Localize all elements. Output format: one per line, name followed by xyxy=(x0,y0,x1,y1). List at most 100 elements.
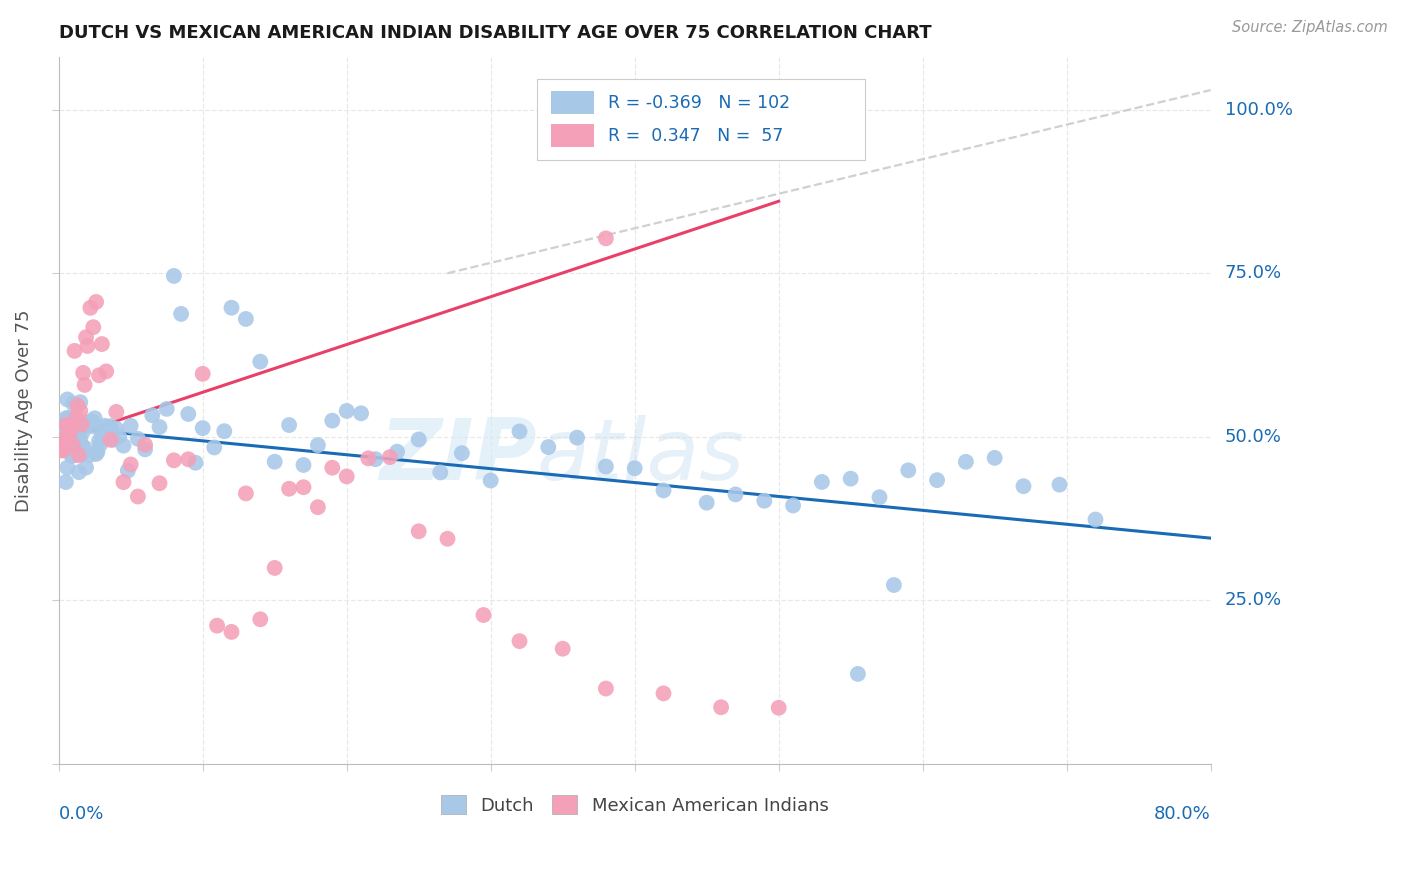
Point xyxy=(472,607,495,622)
Point xyxy=(1049,477,1071,491)
Point xyxy=(60,418,83,433)
Point xyxy=(72,424,94,438)
Point xyxy=(451,446,474,460)
Point xyxy=(112,475,135,490)
Point xyxy=(1084,512,1107,526)
Point xyxy=(100,419,122,434)
Point xyxy=(321,460,343,475)
Text: 75.0%: 75.0% xyxy=(1225,264,1282,282)
Point xyxy=(51,443,73,458)
Point xyxy=(52,428,75,442)
Point xyxy=(53,414,76,428)
Point xyxy=(51,418,73,433)
Point xyxy=(983,450,1005,465)
Point xyxy=(263,561,285,575)
Point xyxy=(76,416,98,430)
Point xyxy=(479,474,502,488)
Point xyxy=(436,532,458,546)
Point xyxy=(69,395,91,409)
Point xyxy=(134,438,156,452)
Point xyxy=(62,438,84,452)
Point xyxy=(782,499,804,513)
Point xyxy=(278,482,301,496)
Point xyxy=(184,456,207,470)
Point xyxy=(84,447,107,461)
Point xyxy=(58,410,80,425)
Text: 25.0%: 25.0% xyxy=(1225,591,1282,609)
Point xyxy=(623,461,645,475)
Text: R = -0.369   N = 102: R = -0.369 N = 102 xyxy=(609,94,790,112)
Point xyxy=(408,433,430,447)
Point xyxy=(56,432,79,446)
Point xyxy=(235,486,257,500)
Point xyxy=(59,443,82,458)
Point xyxy=(565,431,588,445)
Point xyxy=(235,312,257,326)
Point xyxy=(83,411,105,425)
Point xyxy=(177,452,200,467)
Point xyxy=(94,418,117,433)
Point xyxy=(191,421,214,435)
Point xyxy=(925,473,948,487)
Point xyxy=(869,490,891,504)
Text: Source: ZipAtlas.com: Source: ZipAtlas.com xyxy=(1232,20,1388,35)
FancyBboxPatch shape xyxy=(551,91,595,114)
Point xyxy=(163,268,186,283)
Point xyxy=(55,475,77,489)
Point xyxy=(82,320,104,334)
Point xyxy=(100,433,122,447)
Point xyxy=(77,417,100,432)
Point xyxy=(105,405,128,419)
Point xyxy=(63,418,86,433)
Point xyxy=(205,618,228,632)
Point xyxy=(134,442,156,457)
Point xyxy=(90,337,112,351)
Point xyxy=(62,449,84,463)
Point xyxy=(73,441,96,455)
Point xyxy=(249,612,271,626)
Point xyxy=(105,422,128,436)
Point xyxy=(108,429,131,443)
Point xyxy=(72,366,94,380)
Point xyxy=(221,624,243,639)
Point xyxy=(66,443,89,458)
Point xyxy=(156,401,179,416)
Point xyxy=(79,448,101,462)
Y-axis label: Disability Age Over 75: Disability Age Over 75 xyxy=(15,310,32,512)
Point xyxy=(191,367,214,381)
Point xyxy=(537,440,560,454)
Point xyxy=(58,420,80,434)
Point xyxy=(89,437,111,451)
Point xyxy=(55,411,77,425)
Point xyxy=(955,455,977,469)
Point xyxy=(76,339,98,353)
Point xyxy=(67,448,90,462)
Point xyxy=(70,447,93,461)
Point xyxy=(96,364,118,378)
Text: R =  0.347   N =  57: R = 0.347 N = 57 xyxy=(609,127,783,145)
Point xyxy=(263,455,285,469)
Point xyxy=(67,465,90,479)
Point xyxy=(307,438,329,452)
Point xyxy=(378,450,401,464)
Point xyxy=(141,409,163,423)
Point xyxy=(67,437,90,451)
Point xyxy=(97,420,120,434)
Point xyxy=(839,472,862,486)
Point xyxy=(710,700,733,714)
Point xyxy=(117,464,139,478)
Point xyxy=(321,414,343,428)
Point xyxy=(80,414,103,428)
Point xyxy=(69,404,91,418)
Point xyxy=(811,475,834,489)
Text: 50.0%: 50.0% xyxy=(1225,428,1281,446)
Text: 80.0%: 80.0% xyxy=(1154,805,1211,823)
Point xyxy=(595,231,617,245)
Point xyxy=(60,429,83,443)
Point xyxy=(73,378,96,392)
Point xyxy=(148,476,170,491)
Point xyxy=(79,301,101,315)
Point xyxy=(724,487,747,501)
Point xyxy=(336,404,359,418)
Point xyxy=(249,354,271,368)
